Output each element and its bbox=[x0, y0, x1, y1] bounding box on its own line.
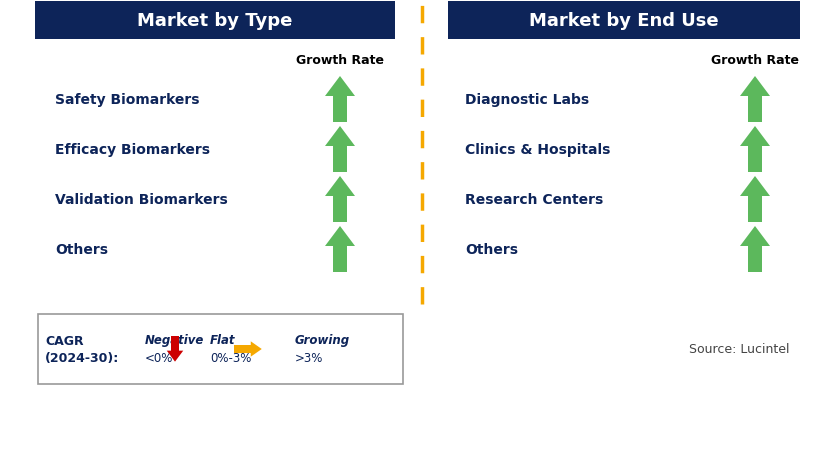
Text: Clinics & Hospitals: Clinics & Hospitals bbox=[465, 143, 609, 157]
Text: Growth Rate: Growth Rate bbox=[710, 53, 798, 67]
Polygon shape bbox=[325, 226, 354, 246]
Polygon shape bbox=[166, 351, 183, 362]
Polygon shape bbox=[330, 336, 346, 347]
Text: Market by Type: Market by Type bbox=[137, 12, 292, 30]
Bar bbox=[35, 2, 394, 40]
Text: Flat: Flat bbox=[209, 334, 235, 347]
Bar bbox=[747, 97, 761, 123]
Bar bbox=[747, 147, 761, 173]
Text: Diagnostic Labs: Diagnostic Labs bbox=[465, 93, 589, 107]
Bar bbox=[171, 336, 179, 351]
Polygon shape bbox=[250, 341, 262, 357]
Text: Research Centers: Research Centers bbox=[465, 193, 603, 207]
Text: Safety Biomarkers: Safety Biomarkers bbox=[55, 93, 200, 107]
Polygon shape bbox=[739, 177, 769, 196]
Polygon shape bbox=[739, 127, 769, 147]
Text: Others: Others bbox=[465, 242, 518, 257]
Bar bbox=[747, 196, 761, 223]
Bar bbox=[333, 246, 347, 272]
Bar bbox=[333, 196, 347, 223]
Text: <0%: <0% bbox=[145, 352, 173, 365]
Text: Efficacy Biomarkers: Efficacy Biomarkers bbox=[55, 143, 209, 157]
Text: Source: Lucintel: Source: Lucintel bbox=[689, 343, 789, 356]
Text: Market by End Use: Market by End Use bbox=[528, 12, 718, 30]
Text: CAGR: CAGR bbox=[45, 335, 84, 348]
Bar bbox=[747, 246, 761, 272]
Text: Others: Others bbox=[55, 242, 108, 257]
Text: 0%-3%: 0%-3% bbox=[209, 352, 251, 365]
Text: Negative: Negative bbox=[145, 334, 205, 347]
Bar bbox=[38, 314, 402, 384]
Text: Growth Rate: Growth Rate bbox=[296, 53, 383, 67]
Bar bbox=[333, 147, 347, 173]
Bar bbox=[334, 347, 341, 362]
Polygon shape bbox=[325, 77, 354, 97]
Polygon shape bbox=[325, 177, 354, 196]
Bar bbox=[447, 2, 799, 40]
Polygon shape bbox=[325, 127, 354, 147]
Text: (2024-30):: (2024-30): bbox=[45, 352, 119, 365]
Text: Growing: Growing bbox=[295, 334, 349, 347]
Text: >3%: >3% bbox=[295, 352, 323, 365]
Text: Validation Biomarkers: Validation Biomarkers bbox=[55, 193, 228, 207]
Polygon shape bbox=[739, 77, 769, 97]
Polygon shape bbox=[739, 226, 769, 246]
Bar bbox=[234, 345, 250, 353]
Bar bbox=[333, 97, 347, 123]
